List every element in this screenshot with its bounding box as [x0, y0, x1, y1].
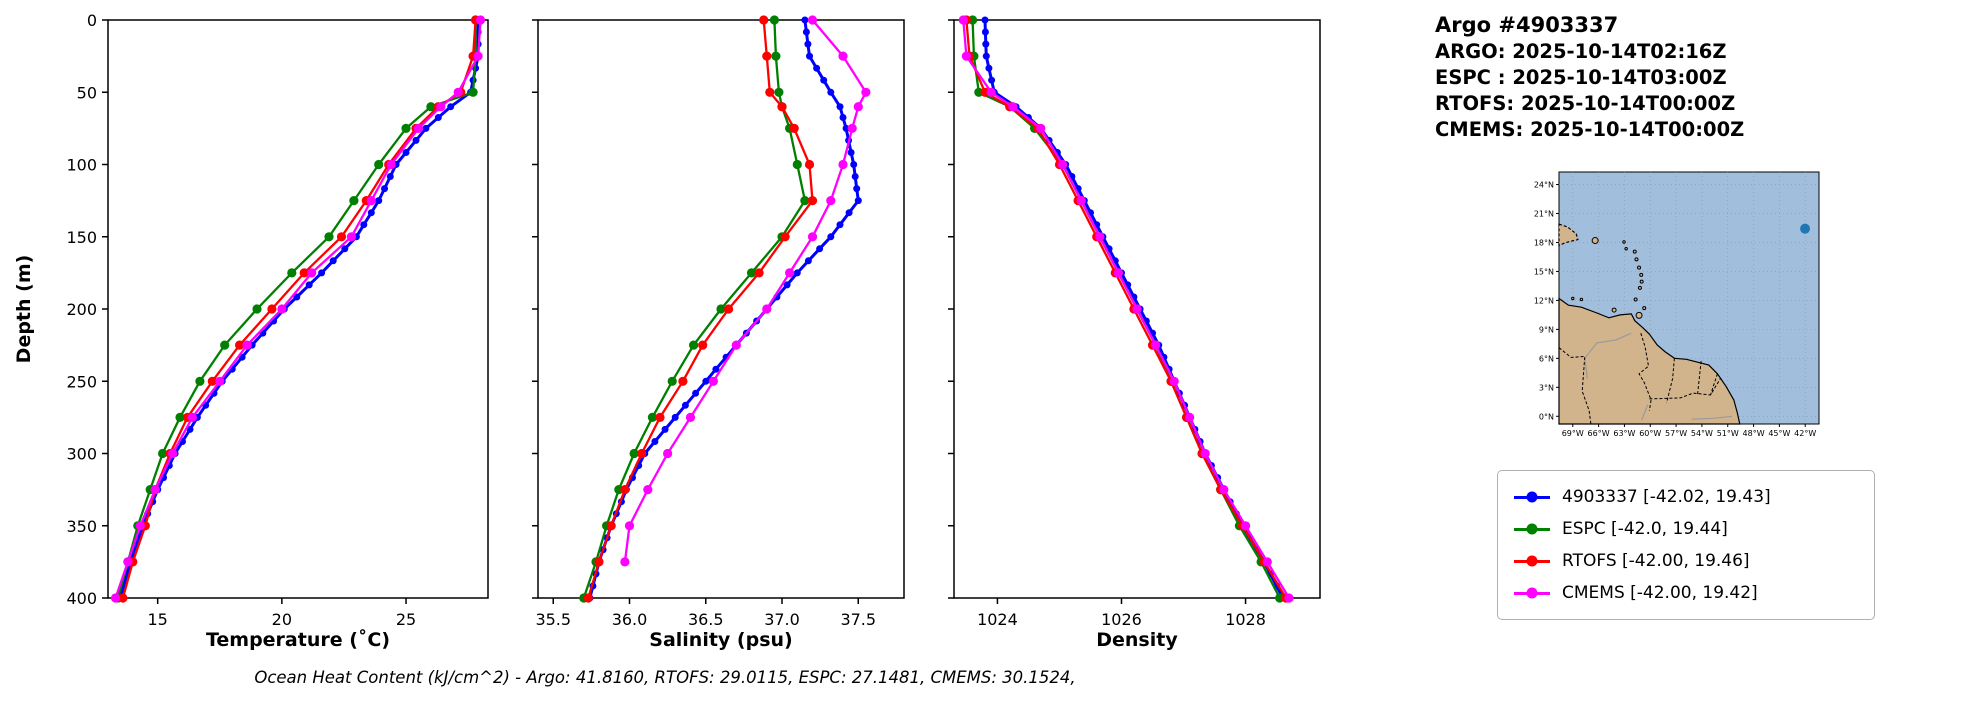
legend-item-cmems: CMEMS [-42.00, 19.42]	[1514, 577, 1858, 609]
legend: 4903337 [-42.02, 19.43] ESPC [-42.0, 19.…	[1497, 470, 1875, 621]
legend-item-espc: ESPC [-42.0, 19.44]	[1514, 513, 1858, 545]
svg-text:48°W: 48°W	[1743, 429, 1765, 438]
svg-text:Depth (m): Depth (m)	[13, 255, 35, 364]
svg-text:42°W: 42°W	[1794, 429, 1816, 438]
svg-text:37.0: 37.0	[764, 610, 800, 629]
salinity-profile-chart: 35.5 36.0 36.5 37.0 37.5 Salinity (psu)	[532, 15, 905, 651]
svg-text:300: 300	[66, 445, 97, 464]
legend-label: RTOFS [-42.00, 19.46]	[1562, 551, 1750, 572]
svg-text:1026: 1026	[1101, 610, 1142, 629]
svg-text:66°W: 66°W	[1588, 429, 1610, 438]
legend-label: 4903337 [-42.02, 19.43]	[1562, 487, 1771, 508]
cmems-line-marker	[1514, 587, 1550, 599]
svg-text:60°W: 60°W	[1639, 429, 1661, 438]
profile-plots-panel: 15 20 25 0 50 100 150 200 250 300 350 400 Temperatur…	[13, 11, 1321, 687]
svg-text:1024: 1024	[977, 610, 1018, 629]
svg-text:45°W: 45°W	[1768, 429, 1790, 438]
legend-label: CMEMS [-42.00, 19.42]	[1562, 583, 1758, 604]
side-panel: Argo #4903337 ARGO: 2025-10-14T02:16Z ES…	[1390, 0, 1967, 712]
float-title: Argo #4903337	[1435, 13, 1619, 37]
svg-text:15°N: 15°N	[1534, 268, 1554, 277]
svg-text:3°N: 3°N	[1539, 384, 1554, 393]
svg-text:51°W: 51°W	[1717, 429, 1739, 438]
svg-text:150: 150	[66, 228, 97, 247]
cmems-dot-marker	[1526, 587, 1538, 599]
svg-text:100: 100	[66, 156, 97, 175]
espc-dot-marker	[1526, 523, 1538, 535]
svg-text:36.0: 36.0	[612, 610, 648, 629]
svg-text:50: 50	[77, 83, 97, 102]
svg-text:20: 20	[272, 610, 292, 629]
svg-text:15: 15	[147, 610, 167, 629]
svg-text:12°N: 12°N	[1534, 297, 1554, 306]
svg-text:54°W: 54°W	[1691, 429, 1713, 438]
svg-text:0: 0	[87, 11, 97, 30]
svg-text:200: 200	[66, 300, 97, 319]
ocean-heat-content-caption: Ocean Heat Content (kJ/cm^2) - Argo: 41.…	[254, 668, 1076, 687]
svg-text:Temperature (˚C): Temperature (˚C)	[206, 628, 390, 651]
legend-item-argo: 4903337 [-42.02, 19.43]	[1514, 481, 1858, 513]
legend-item-rtofs: RTOFS [-42.00, 19.46]	[1514, 545, 1858, 577]
svg-text:63°W: 63°W	[1613, 429, 1635, 438]
rtofs-dot-marker	[1526, 555, 1538, 567]
density-profile-chart: 1024 1026 1028 Density	[948, 15, 1321, 651]
svg-text:Salinity (psu): Salinity (psu)	[649, 629, 792, 651]
svg-text:250: 250	[66, 372, 97, 391]
argo-timestamp: ARGO: 2025-10-14T02:16Z	[1435, 40, 1727, 64]
location-map: 0°N 3°N 6°N 9°N 12°N 15°N 18°N 21°N 24°N 69°W 66°W…	[1534, 171, 1820, 438]
svg-text:36.5: 36.5	[688, 610, 724, 629]
charts-row: 15 20 25 0 50 100 150 200 250 300 350 400 Temperatur…	[13, 11, 1321, 651]
svg-text:400: 400	[66, 589, 97, 608]
argo-dot-marker	[1526, 491, 1538, 503]
svg-text:25: 25	[396, 610, 416, 629]
rtofs-line-marker	[1514, 555, 1550, 567]
svg-text:1028: 1028	[1225, 610, 1266, 629]
argo-line-marker	[1514, 491, 1550, 503]
cmems-timestamp: CMEMS: 2025-10-14T00:00Z	[1435, 117, 1745, 141]
svg-text:18°N: 18°N	[1534, 239, 1554, 248]
svg-text:57°W: 57°W	[1665, 429, 1687, 438]
svg-text:Density: Density	[1096, 629, 1178, 651]
temperature-profile-chart: 15 20 25050100150200250300350400Temperatur…	[13, 11, 489, 651]
svg-text:35.5: 35.5	[535, 610, 571, 629]
espc-line-marker	[1514, 523, 1550, 535]
svg-text:6°N: 6°N	[1539, 355, 1554, 364]
svg-text:24°N: 24°N	[1534, 181, 1554, 190]
svg-text:37.5: 37.5	[840, 610, 876, 629]
rtofs-timestamp: RTOFS: 2025-10-14T00:00Z	[1435, 91, 1736, 115]
espc-timestamp: ESPC : 2025-10-14T03:00Z	[1435, 66, 1727, 90]
svg-text:0°N: 0°N	[1539, 413, 1554, 422]
svg-text:350: 350	[66, 517, 97, 536]
svg-text:69°W: 69°W	[1562, 429, 1584, 438]
svg-text:9°N: 9°N	[1539, 326, 1554, 335]
svg-text:21°N: 21°N	[1534, 210, 1554, 219]
legend-label: ESPC [-42.0, 19.44]	[1562, 519, 1728, 540]
